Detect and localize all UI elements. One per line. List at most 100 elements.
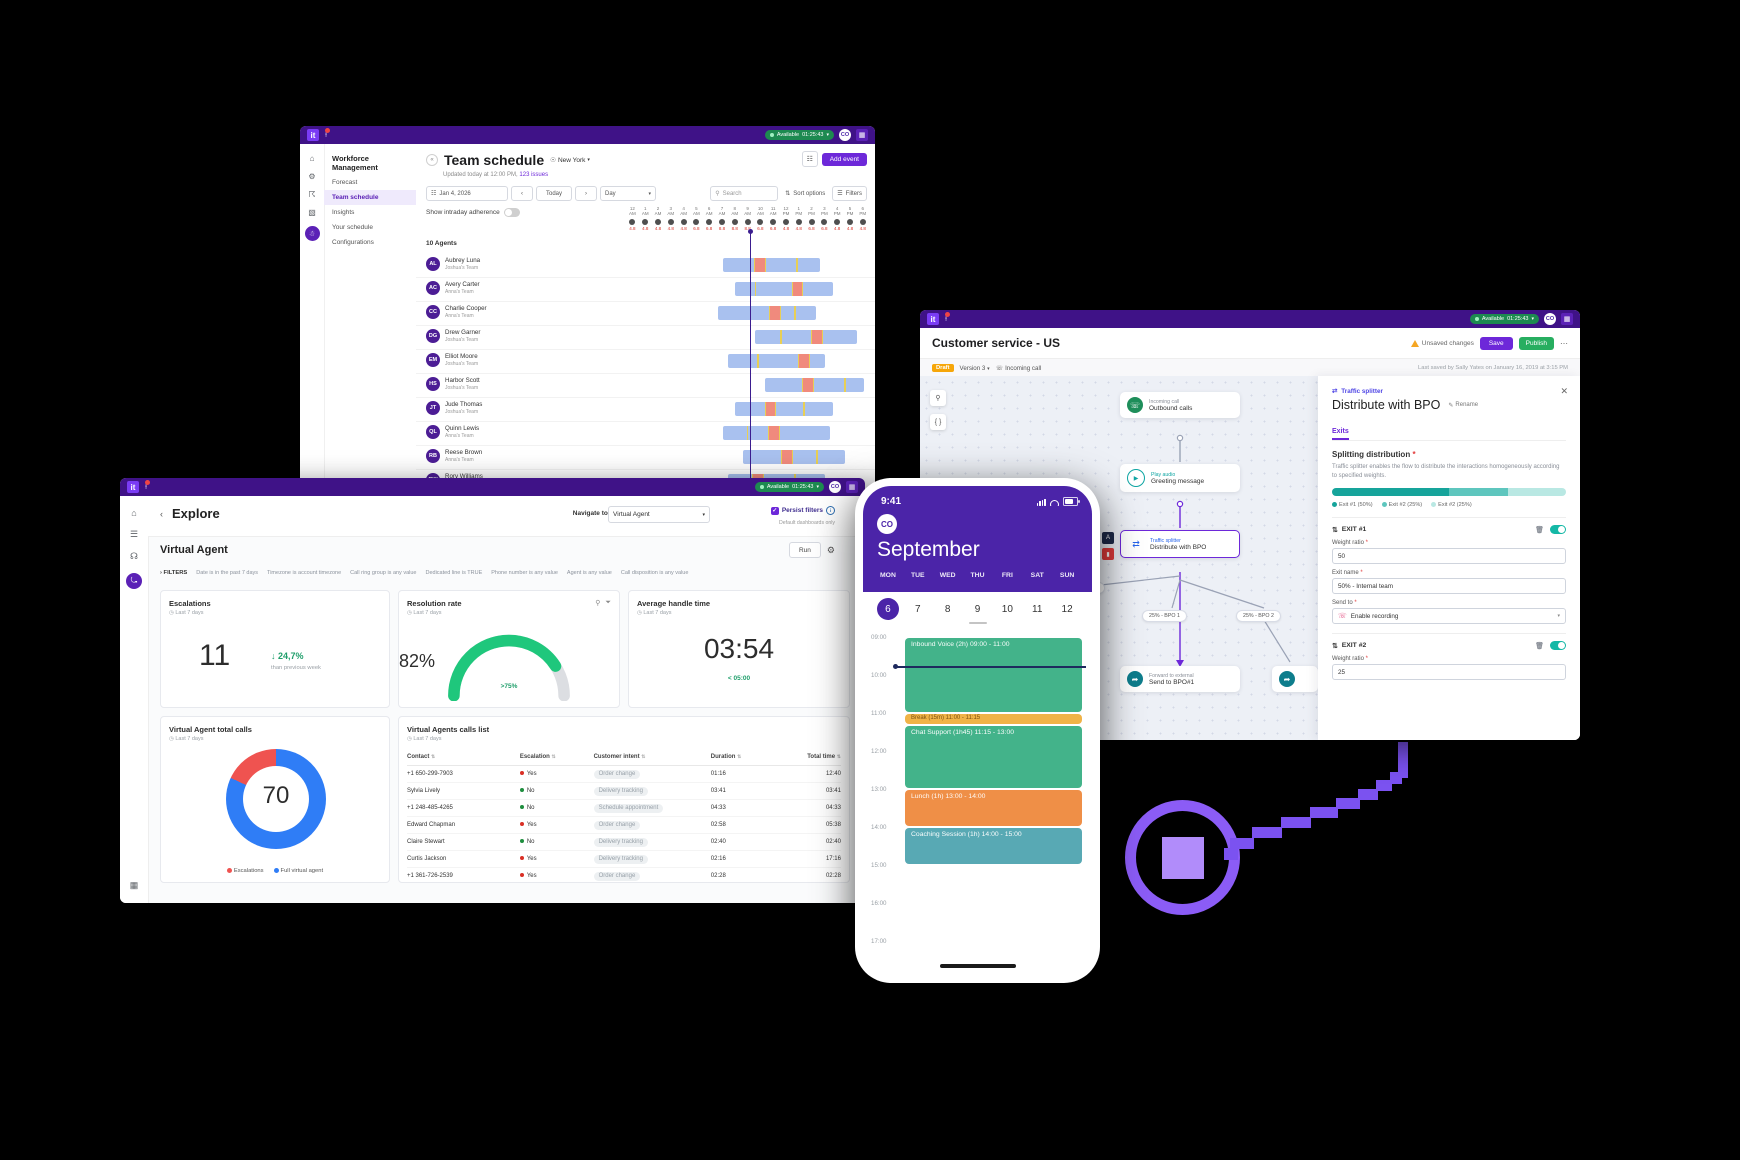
date-cell[interactable]: 11 xyxy=(1032,603,1043,615)
error-badge[interactable]: ▮ xyxy=(1102,548,1114,560)
filter-token[interactable]: Call ring group is any value xyxy=(350,570,417,576)
shift-bar[interactable] xyxy=(742,450,845,464)
agent-row[interactable]: CC Charlie Cooper Anna's Team xyxy=(416,302,875,326)
call-row[interactable]: +1 650-299-7903 Yes Order change 01:16 1… xyxy=(407,766,841,783)
notifications-bell-icon[interactable]: ⍿ xyxy=(325,128,331,139)
run-button[interactable]: Run xyxy=(788,542,821,558)
issues-link[interactable]: 123 issues xyxy=(519,172,549,178)
call-row[interactable]: +1 248-485-4265 No Schedule appointment … xyxy=(407,800,841,817)
user-avatar[interactable]: CO xyxy=(839,129,851,141)
sidebar-nav-item[interactable]: Team schedule xyxy=(324,189,416,205)
sort-options-button[interactable]: ⇅ Sort options xyxy=(785,190,826,198)
home-icon[interactable]: ⌂ xyxy=(131,508,137,518)
sidebar-nav-item[interactable]: Configurations xyxy=(332,238,374,246)
call-row[interactable]: Sylvia Lively No Delivery tracking 03:41… xyxy=(407,783,841,800)
exits-tab[interactable]: Exits xyxy=(1332,428,1349,440)
navigate-to-select[interactable]: Virtual Agent ▾ xyxy=(608,506,710,523)
date-cell[interactable]: 7 xyxy=(915,603,921,615)
node-forward-external-2[interactable]: ➦ xyxy=(1272,666,1318,692)
more-menu-button[interactable]: ⋯ xyxy=(1560,338,1568,348)
next-day-button[interactable]: › xyxy=(575,186,597,201)
canvas-code-button[interactable]: { } xyxy=(930,414,946,430)
collapse-sidebar-button[interactable]: « xyxy=(426,154,438,166)
shift-bar[interactable] xyxy=(735,282,833,296)
user-avatar[interactable]: CO xyxy=(877,514,897,534)
gear-icon[interactable]: ⚙ xyxy=(308,172,316,181)
app-logo[interactable]: it xyxy=(307,129,319,141)
node-forward-external[interactable]: ➦ Forward to external Send to BPO#1 xyxy=(1120,666,1240,692)
node-play-audio[interactable]: ▶ Play audio Greeting message xyxy=(1120,464,1240,492)
shift-bar[interactable] xyxy=(723,258,821,272)
filter-token[interactable]: Call disposition is any value xyxy=(620,570,689,576)
date-picker[interactable]: ☷ Jan 4, 2026 xyxy=(426,186,508,201)
exit1-toggle[interactable] xyxy=(1550,525,1566,534)
shift-bar[interactable] xyxy=(764,378,865,392)
waffle-menu-icon[interactable]: ▦ xyxy=(129,880,139,890)
save-button[interactable]: Save xyxy=(1479,336,1513,350)
calendar-event[interactable]: Coaching Session (1h) 14:00 - 15:00 xyxy=(905,828,1082,864)
call-row[interactable]: Curtis Jackson Yes Delivery tracking 02:… xyxy=(407,851,841,868)
filter-token[interactable]: Agent is any value xyxy=(566,570,612,576)
exit2-toggle[interactable] xyxy=(1550,641,1566,650)
version-select[interactable]: Version 3 ▾ xyxy=(959,364,990,372)
persist-filters-checkbox[interactable]: ✓ Persist filters i xyxy=(770,506,835,515)
calendar-event[interactable]: Chat Support (1h45) 11:15 - 13:00 xyxy=(905,726,1082,788)
availability-pill[interactable]: Available 01:25:43 ▾ xyxy=(1469,314,1539,324)
app-logo[interactable]: it xyxy=(927,313,939,325)
forecast-icon[interactable]: ☈ xyxy=(308,190,316,199)
shift-bar[interactable] xyxy=(718,306,816,320)
user-avatar[interactable]: CO xyxy=(1544,313,1556,325)
canvas-search-button[interactable]: ⚲ xyxy=(930,390,946,406)
search-icon[interactable]: ⚲ xyxy=(595,600,601,607)
filters-bar[interactable]: › FILTERS Date is in the past 7 days Time… xyxy=(160,570,689,576)
rename-button[interactable]: ✎ Rename xyxy=(1448,402,1479,409)
close-panel-icon[interactable]: ✕ xyxy=(1560,386,1568,396)
filter-token[interactable]: Dedicated line is TRUE xyxy=(425,570,483,576)
agent-row[interactable]: HS Harbor Scott Joshua's Team xyxy=(416,374,875,398)
trash-icon[interactable]: 🗑 xyxy=(1535,526,1544,534)
app-logo[interactable]: it xyxy=(127,481,139,493)
exit-label-chip[interactable]: 25% - BPO 1 xyxy=(1142,610,1187,622)
calendar-event[interactable]: Inbound Voice (2h) 09:00 - 11:00 xyxy=(905,638,1082,712)
filter-icon[interactable]: ⏷ xyxy=(605,599,611,606)
drag-handle-icon[interactable]: ⇅ xyxy=(1332,526,1338,534)
date-cell[interactable]: 8 xyxy=(944,603,951,615)
calendar-event[interactable]: Break (15m) 11:00 - 11:15 xyxy=(905,714,1082,724)
apps-grid-icon[interactable]: ▦ xyxy=(846,481,858,493)
shift-bar[interactable] xyxy=(728,354,826,368)
location-selector[interactable]: ☉ New York ▾ xyxy=(550,156,590,165)
annotation-badge[interactable]: A xyxy=(1102,532,1114,544)
filter-token[interactable]: Timezone is account timezone xyxy=(267,570,342,576)
weight-ratio-input-1[interactable]: 50 xyxy=(1332,548,1566,564)
exit-label-chip[interactable]: 25% - BPO 2 xyxy=(1236,610,1281,622)
exit-name-input[interactable]: 50% - Internal team xyxy=(1332,578,1566,594)
sidebar-nav-item[interactable]: Your schedule xyxy=(332,223,373,231)
notifications-bell-icon[interactable]: ⍿ xyxy=(145,480,151,491)
filters-button[interactable]: ☰ Filters xyxy=(832,186,867,201)
home-icon[interactable]: ⌂ xyxy=(309,154,315,163)
view-select[interactable]: Day ▾ xyxy=(600,186,656,201)
call-row[interactable]: Edward Chapman Yes Order change 02:58 05… xyxy=(407,817,841,834)
send-to-select[interactable]: ☏ Enable recording ▾ xyxy=(1332,608,1566,624)
agent-row[interactable]: AC Avery Carter Anna's Team xyxy=(416,278,875,302)
apps-grid-icon[interactable]: ▦ xyxy=(856,129,868,141)
compass-icon[interactable]: ⤿ xyxy=(126,573,142,589)
sidebar-nav-item[interactable]: Insights xyxy=(332,208,355,216)
adherence-toggle[interactable] xyxy=(503,208,520,217)
availability-pill[interactable]: Available 01:25:43 ▾ xyxy=(754,482,824,492)
filter-token[interactable]: Phone number is any value xyxy=(491,570,558,576)
date-cell[interactable]: 6 xyxy=(873,592,903,626)
date-cell[interactable]: 10 xyxy=(1001,603,1013,615)
people-icon[interactable]: ☃ xyxy=(304,226,320,241)
calendar-button[interactable]: ☷ xyxy=(801,151,818,167)
shift-bar[interactable] xyxy=(735,402,833,416)
drag-handle-icon[interactable]: ⇅ xyxy=(1332,642,1338,650)
agent-row[interactable]: JT Jude Thomas Joshua's Team xyxy=(416,398,875,422)
shift-bar[interactable] xyxy=(754,330,857,344)
calendar-event[interactable]: Lunch (1h) 13:00 - 14:00 xyxy=(905,790,1082,826)
filter-token[interactable]: Date is in the past 7 days xyxy=(196,570,259,576)
agent-row[interactable]: QL Quinn Lewis Anna's Team xyxy=(416,422,875,446)
user-avatar[interactable]: CO xyxy=(829,481,841,493)
prev-day-button[interactable]: ‹ xyxy=(511,186,533,201)
add-event-button[interactable]: Add event xyxy=(821,152,867,166)
